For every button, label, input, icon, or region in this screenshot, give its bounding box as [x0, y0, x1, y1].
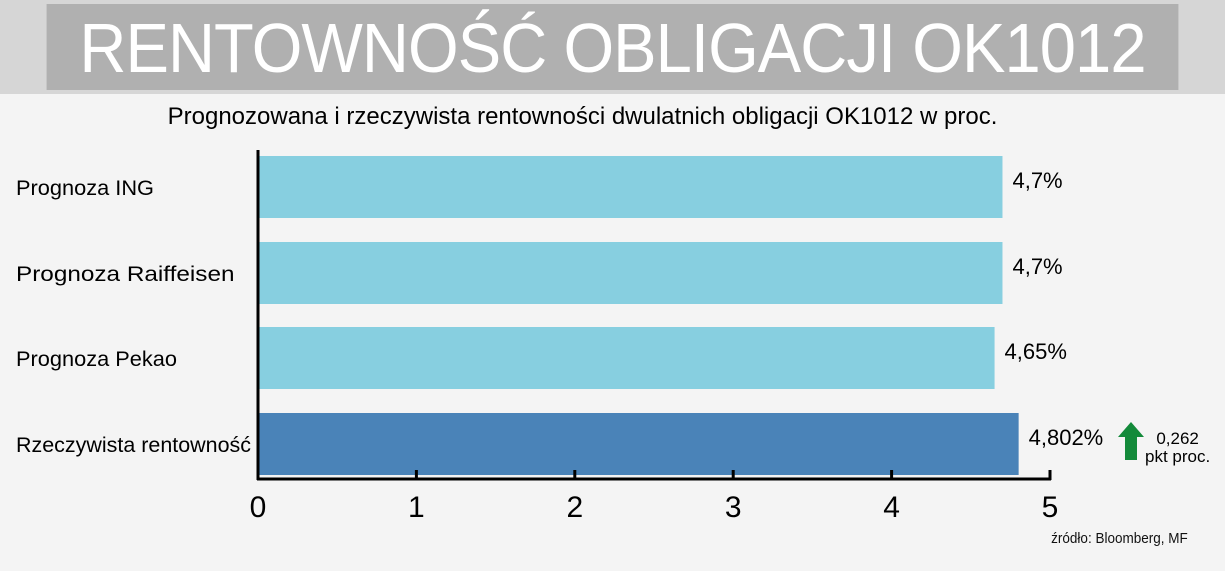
- source-note: źródło: Bloomberg, MF: [1051, 530, 1188, 547]
- change-value: 0,262: [1156, 429, 1199, 448]
- category-label: Prognoza Raiffeisen: [16, 263, 235, 286]
- data-label: 4,7%: [1012, 168, 1062, 193]
- change-annotation: 0,262 pkt proc.: [1145, 430, 1210, 466]
- data-label: 4,65%: [1005, 339, 1067, 364]
- bar: [258, 327, 995, 389]
- title-bar: RENTOWNOŚĆ OBLIGACJI OK1012: [0, 0, 1225, 94]
- x-tick-label: 4: [883, 491, 900, 524]
- data-label: 4,802%: [1029, 425, 1104, 450]
- bar: [258, 156, 1003, 218]
- x-tick-label: 5: [1042, 491, 1059, 524]
- up-arrow-icon: [1118, 422, 1144, 460]
- x-tick-label: 3: [725, 491, 742, 524]
- category-label: Prognoza Pekao: [16, 348, 177, 371]
- chart-subtitle: Prognozowana i rzeczywista rentowności d…: [167, 103, 998, 130]
- category-label: Prognoza ING: [16, 177, 154, 200]
- bar: [258, 413, 1019, 475]
- page-title: RENTOWNOŚĆ OBLIGACJI OK1012: [46, 4, 1179, 90]
- data-label: 4,7%: [1012, 254, 1062, 279]
- bar: [258, 242, 1003, 304]
- x-tick-label: 1: [408, 491, 425, 524]
- x-tick-label: 0: [250, 491, 267, 524]
- change-unit: pkt proc.: [1145, 447, 1211, 466]
- category-label: Rzeczywista rentowność: [16, 434, 251, 457]
- x-tick-label: 2: [566, 491, 583, 524]
